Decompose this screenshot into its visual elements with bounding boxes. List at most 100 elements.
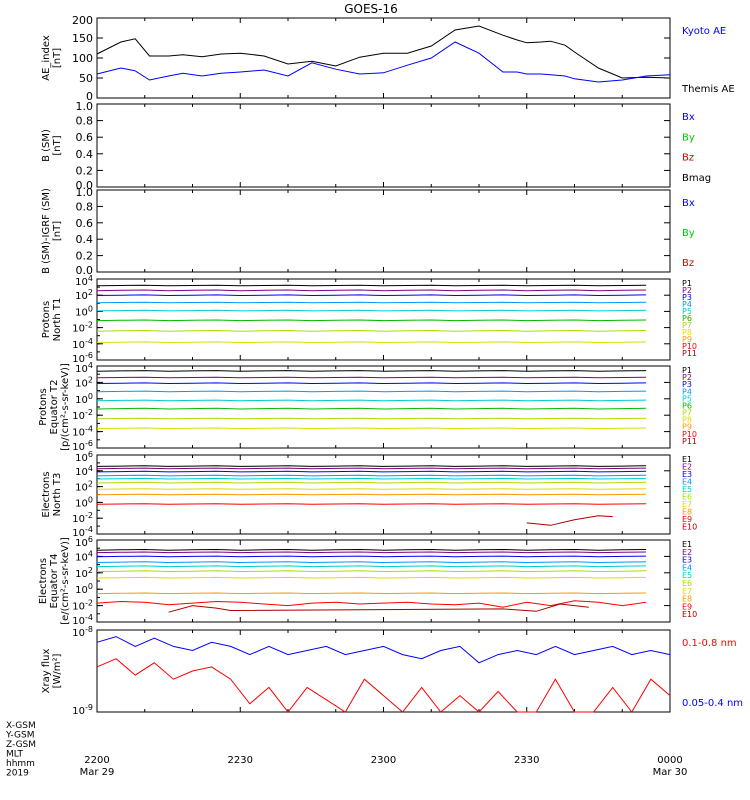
tick-exponent: -6 xyxy=(85,351,93,360)
xray-ylabel: Xray flux xyxy=(41,649,52,694)
tick-exponent: 0 xyxy=(88,392,93,401)
xray-ylabel: [W/m²] xyxy=(52,653,63,688)
b_sm-legend-item: By xyxy=(682,132,695,143)
tick-base: 10 xyxy=(75,498,88,509)
electrons_north-legend-item: E5 xyxy=(682,485,692,494)
xray-legend-item: 0.1-0.8 nm xyxy=(682,638,737,649)
b_sm-ytick-label: 0.8 xyxy=(76,115,94,128)
electrons_north-legend-item: E9 xyxy=(682,515,692,524)
tick-base: 10 xyxy=(72,528,85,539)
protons_north-line-p1 xyxy=(96,284,647,287)
x-row-label: X-GSM xyxy=(6,721,36,731)
tick-base: 10 xyxy=(75,538,88,549)
b_igrf-ylabel: B (SM)-IGRF (SM) xyxy=(41,188,52,274)
protons_equator-legend-item: P9 xyxy=(682,423,692,432)
tick-base: 10 xyxy=(75,291,88,302)
electrons_equator-line-e8 xyxy=(96,592,647,595)
tick-exponent: -2 xyxy=(85,599,93,608)
xray-line xyxy=(96,658,671,713)
electrons_north-ylabel: Electrons xyxy=(41,471,52,517)
electrons_north-line-e5 xyxy=(96,477,647,480)
b_sm-ytick-label: 0.0 xyxy=(76,179,94,192)
protons_north-data xyxy=(96,284,647,344)
protons_equator-ytick-label: 10-6 xyxy=(72,439,93,453)
electrons_north-legend-item: E6 xyxy=(682,493,692,502)
tick-exponent: 2 xyxy=(88,566,93,575)
tick-base: 10 xyxy=(75,277,88,288)
electrons_equator-legend-item: E4 xyxy=(682,563,692,572)
tick-exponent: 2 xyxy=(88,375,93,384)
electrons_equator-line-e9 xyxy=(96,600,647,608)
ae-ytick-label: 50 xyxy=(79,72,93,85)
protons_equator-ytick-label: 100 xyxy=(75,392,93,406)
electrons_north-line-e6 xyxy=(96,481,647,484)
tick-exponent: 4 xyxy=(88,274,93,283)
electrons_north-legend-item: E8 xyxy=(682,508,692,517)
tick-base: 10 xyxy=(72,514,85,525)
tick-base: 10 xyxy=(72,354,85,365)
ae-ylabel: AE_index xyxy=(41,35,52,81)
tick-base: 10 xyxy=(75,378,88,389)
electrons_equator-ytick-label: 106 xyxy=(75,535,93,549)
electrons_equator-line-e2 xyxy=(96,551,647,554)
ae-ytick-label: 100 xyxy=(72,52,93,65)
electrons_equator-legend-item: E6 xyxy=(682,579,692,588)
tick-base: 10 xyxy=(72,442,85,453)
tick-base: 10 xyxy=(72,616,85,627)
ae-ytick-label: 150 xyxy=(72,32,93,45)
x-row-label: Z-GSM xyxy=(6,740,36,750)
protons_equator-legend-item: P8 xyxy=(682,416,692,425)
tick-exponent: 4 xyxy=(88,549,93,558)
electrons_north-ytick-label: 100 xyxy=(75,495,93,509)
electrons_equator-ylabel: Equator T4 xyxy=(49,554,60,609)
electrons_north-legend-item: E7 xyxy=(682,500,692,509)
protons_equator-line-p7 xyxy=(96,417,647,420)
b_igrf-legend-item: By xyxy=(682,228,695,239)
x-tick-date: Mar 29 xyxy=(80,767,115,778)
xray-legend-item: 0.05-0.4 nm xyxy=(682,698,743,709)
protons_equator-legend-item: P11 xyxy=(682,437,697,446)
electrons_equator-line-e1 xyxy=(96,548,647,551)
xray-ytick-label: 10-8 xyxy=(72,625,93,639)
electrons_north-line-e8 xyxy=(96,493,647,496)
electrons_north-legend-item: E10 xyxy=(682,523,697,532)
protons_equator-ytick-label: 102 xyxy=(75,375,93,389)
protons_equator-ylabel: Protons xyxy=(38,388,49,425)
electrons_equator-ytick-label: 104 xyxy=(75,549,93,563)
protons_equator-line-p2 xyxy=(96,376,647,379)
ae-data xyxy=(96,25,671,83)
b_sm-ytick-label: 1.0 xyxy=(76,100,94,113)
x-tick-time: 2300 xyxy=(371,755,396,766)
electrons_equator-legend-item: E10 xyxy=(682,610,697,619)
chart-title: GOES-16 xyxy=(344,2,398,16)
tick-base: 10 xyxy=(72,428,85,439)
ae-legend-item: Themis AE xyxy=(681,84,735,95)
b_igrf-ytick-label: 0.2 xyxy=(76,250,94,263)
tick-base: 10 xyxy=(72,324,85,335)
tick-exponent: -4 xyxy=(85,425,93,434)
tick-base: 10 xyxy=(75,364,88,375)
tick-exponent: 4 xyxy=(88,361,93,370)
tick-exponent: -2 xyxy=(85,511,93,520)
x-row-label: MLT xyxy=(6,750,24,760)
b_sm-ylabel: B (SM) xyxy=(41,129,52,162)
protons_equator-legend-item: P10 xyxy=(682,430,697,439)
protons_north-legend-item: P3 xyxy=(682,293,692,302)
ae-line-kyoto-ae xyxy=(96,41,671,83)
electrons_north-line-e9 xyxy=(96,503,647,505)
protons_equator-line-p5 xyxy=(96,399,647,402)
b_sm-frame xyxy=(96,103,671,188)
electrons_equator-legend-item: E1 xyxy=(682,540,692,549)
protons_equator-legend-item: P2 xyxy=(682,373,692,382)
b_sm-legend-item: Bmag xyxy=(682,173,711,184)
protons_north-legend-item: P2 xyxy=(682,286,692,295)
protons_north-ytick-label: 10-2 xyxy=(72,321,93,335)
protons_north-ytick-label: 10-6 xyxy=(72,351,93,365)
electrons_north-legend-item: E3 xyxy=(682,470,692,479)
electrons_north-ytick-label: 10-4 xyxy=(72,525,93,539)
b_igrf-ytick-label: 0.4 xyxy=(76,233,94,246)
